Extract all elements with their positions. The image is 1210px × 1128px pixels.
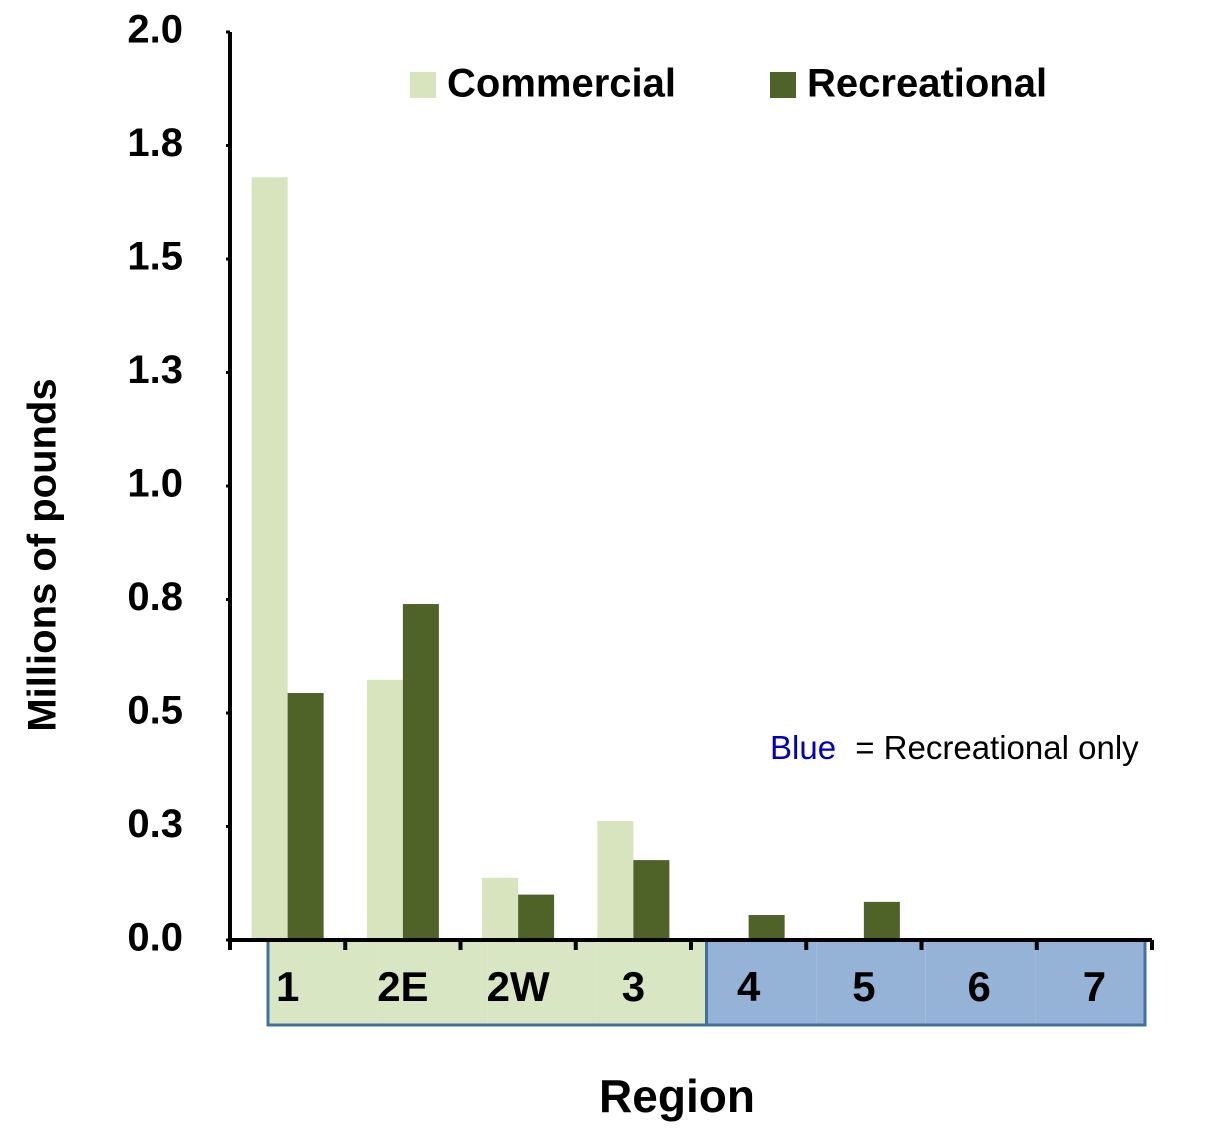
y-tick-label: 0.3 — [127, 802, 183, 846]
legend-swatch — [770, 72, 796, 98]
bar — [287, 693, 324, 940]
bar — [366, 679, 403, 940]
y-tick-label: 0.0 — [127, 916, 183, 960]
x-tick-label: 4 — [737, 963, 761, 1010]
x-tick-label: 3 — [622, 963, 645, 1010]
category-box — [487, 940, 597, 1025]
x-tick-label: 2W — [487, 963, 550, 1010]
y-tick-label: 0.5 — [127, 689, 183, 733]
bar — [482, 877, 519, 940]
category-box — [596, 940, 707, 1025]
category-box — [1035, 940, 1145, 1025]
y-tick-label: 1.3 — [127, 348, 183, 392]
x-tick-label: 7 — [1083, 963, 1106, 1010]
bar — [597, 821, 634, 940]
y-axis-title: Millions of pounds — [21, 378, 65, 731]
bar — [402, 604, 439, 940]
y-tick-label: 1.0 — [127, 462, 183, 506]
x-tick-label: 1 — [276, 963, 299, 1010]
bar — [251, 177, 288, 940]
y-tick-label: 0.8 — [127, 575, 183, 619]
bar — [748, 915, 785, 940]
x-tick-label: 2E — [377, 963, 428, 1010]
x-tick-label: 6 — [967, 963, 990, 1010]
category-box — [268, 940, 378, 1025]
y-tick-label: 1.8 — [127, 121, 183, 165]
legend-label: Commercial — [447, 62, 676, 106]
x-tick-label: 5 — [852, 963, 875, 1010]
y-tick-label: 1.5 — [127, 235, 183, 279]
annotation: Blue = Recreational only — [770, 729, 1139, 766]
legend-label: Recreational — [807, 62, 1047, 106]
bar — [863, 901, 900, 940]
category-box — [925, 940, 1036, 1025]
bar — [633, 860, 670, 940]
y-tick-label: 2.0 — [127, 8, 183, 52]
bar — [518, 894, 555, 940]
category-box — [377, 940, 488, 1025]
x-axis-title: Region — [599, 1070, 755, 1122]
annotation-highlight: Blue — [770, 729, 836, 766]
category-box — [706, 940, 817, 1025]
annotation-text: = Recreational only — [855, 729, 1139, 766]
category-box — [816, 940, 926, 1025]
legend-swatch — [410, 72, 436, 98]
